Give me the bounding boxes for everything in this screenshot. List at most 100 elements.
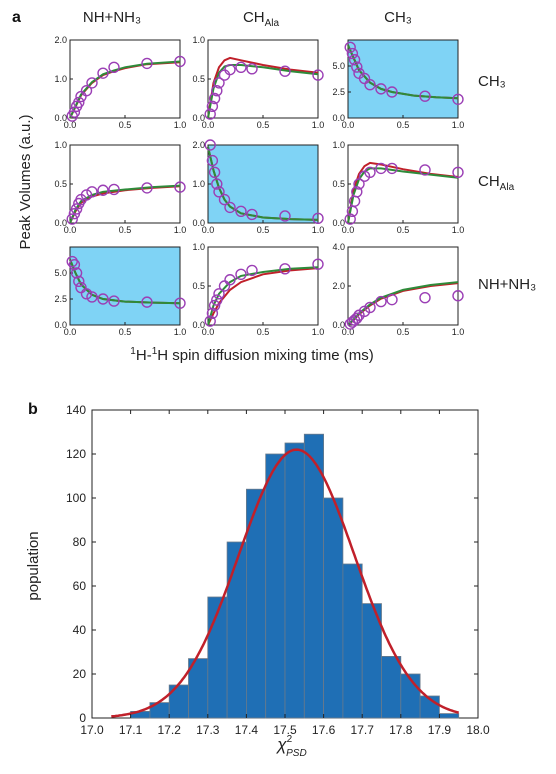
data-point xyxy=(204,315,216,327)
data-point xyxy=(211,84,223,97)
data-point xyxy=(174,181,186,193)
data-point xyxy=(375,295,387,308)
data-point xyxy=(312,258,324,270)
y-tick-label: 0.0 xyxy=(54,218,67,228)
data-point xyxy=(206,100,219,113)
y-tick-label: 0.5 xyxy=(54,179,67,189)
x-tick-label: 17.6 xyxy=(312,723,336,737)
data-point xyxy=(108,183,120,196)
data-point xyxy=(344,213,356,225)
histogram-bar xyxy=(265,453,286,719)
subplot-r0-c0: 0.0 0.5 1.0 0.0 1.0 2.0 xyxy=(54,35,186,130)
data-point xyxy=(419,90,431,102)
data-point xyxy=(375,162,387,175)
y-tick-label: 0 xyxy=(79,711,86,725)
data-point xyxy=(206,154,219,167)
y-tick-label: 1.0 xyxy=(192,179,205,189)
data-point xyxy=(419,292,431,304)
x-tick-label: 1.0 xyxy=(452,327,465,337)
subplot-r1-c1: 0.0 0.5 1.0 0.0 1.0 2.0 xyxy=(192,139,325,235)
x-tick-label: 1.0 xyxy=(452,120,465,130)
histogram-bar xyxy=(381,656,402,719)
x-tick-label: 0.0 xyxy=(64,120,77,130)
data-point xyxy=(351,186,363,198)
subplot-r2-c0: 0.0 0.5 1.0 0.0 2.5 5.0 xyxy=(54,246,187,337)
data-point xyxy=(208,299,221,312)
data-point xyxy=(213,77,225,89)
column-header-2: CHAla xyxy=(243,9,280,29)
x-tick-label: 0.5 xyxy=(397,327,410,337)
data-point xyxy=(452,93,464,105)
data-point xyxy=(224,63,236,76)
panel-a-xlabel: 1H-1H spin diffusion mixing time (ms) xyxy=(130,346,373,364)
x-tick-label: 17.0 xyxy=(80,723,104,737)
data-point xyxy=(141,57,153,70)
y-tick-label: 5.0 xyxy=(54,268,67,278)
data-point xyxy=(86,77,98,89)
subplot-frame xyxy=(69,39,181,119)
data-point xyxy=(80,189,93,201)
row-header-3: NH+NH₃ xyxy=(478,276,536,293)
data-point xyxy=(235,61,247,74)
x-tick-label: 17.8 xyxy=(389,723,413,737)
y-tick-label: 0.5 xyxy=(192,281,205,291)
x-tick-label: 0.0 xyxy=(342,225,355,235)
data-point xyxy=(279,65,291,77)
data-point xyxy=(141,296,153,308)
x-tick-label: 1.0 xyxy=(312,225,325,235)
x-tick-label: 1.0 xyxy=(174,120,187,130)
y-tick-label: 1.0 xyxy=(54,74,67,84)
data-point xyxy=(235,205,247,218)
data-point xyxy=(206,307,219,319)
x-tick-label: 0.5 xyxy=(119,120,132,130)
data-point xyxy=(174,297,186,309)
data-point xyxy=(174,55,186,68)
x-tick-label: 17.2 xyxy=(158,723,182,737)
data-point xyxy=(235,268,247,280)
subplot-frame xyxy=(69,246,181,326)
data-point xyxy=(97,293,109,305)
data-point xyxy=(386,86,398,98)
x-tick-label: 1.0 xyxy=(312,120,325,130)
panel-b-ylabel: population xyxy=(25,531,42,600)
data-point xyxy=(452,290,464,302)
subplot-frame xyxy=(207,144,319,224)
column-header-1: NH+NH₃ xyxy=(83,9,141,26)
y-tick-label: 1.0 xyxy=(192,35,205,45)
y-tick-label: 2.0 xyxy=(192,140,205,150)
data-point xyxy=(218,193,231,206)
y-tick-label: 1.0 xyxy=(54,140,67,150)
data-point xyxy=(246,208,258,221)
histogram-bar xyxy=(323,497,344,719)
data-point xyxy=(246,63,258,75)
data-point xyxy=(204,108,216,120)
x-tick-label: 1.0 xyxy=(174,327,187,337)
data-point xyxy=(351,61,363,73)
data-point xyxy=(344,41,356,53)
x-tick-label: 0.5 xyxy=(257,225,270,235)
subplot-r2-c2: 0.0 0.5 1.0 0.0 2.0 4.0 xyxy=(332,242,464,337)
y-tick-label: 140 xyxy=(66,403,86,417)
data-point xyxy=(386,162,398,175)
data-point xyxy=(364,301,376,314)
data-point xyxy=(224,201,236,214)
histogram-bar xyxy=(226,541,247,719)
subplot-frame xyxy=(347,246,459,326)
y-tick-label: 1.0 xyxy=(332,140,345,150)
data-point xyxy=(66,255,78,268)
y-tick-label: 2.5 xyxy=(332,87,345,97)
row-header-2-subscript: Ala xyxy=(500,182,515,193)
y-tick-label: 0.0 xyxy=(332,218,345,228)
x-tick-label: 17.1 xyxy=(119,723,143,737)
y-tick-label: 5.0 xyxy=(332,61,345,71)
subplot-frame xyxy=(207,39,319,119)
x-tick-label: 0.0 xyxy=(202,225,215,235)
subplot-r0-c1: 0.0 0.5 1.0 0.0 0.5 1.0 xyxy=(192,35,324,130)
histogram-bar xyxy=(438,713,460,719)
x-tick-label: 17.7 xyxy=(351,723,375,737)
x-tick-label: 0.5 xyxy=(397,225,410,235)
y-tick-label: 0.5 xyxy=(332,179,345,189)
panel-a-letter: a xyxy=(12,9,21,26)
x-tick-label: 0.5 xyxy=(257,327,270,337)
x-tick-label: 0.0 xyxy=(342,120,355,130)
